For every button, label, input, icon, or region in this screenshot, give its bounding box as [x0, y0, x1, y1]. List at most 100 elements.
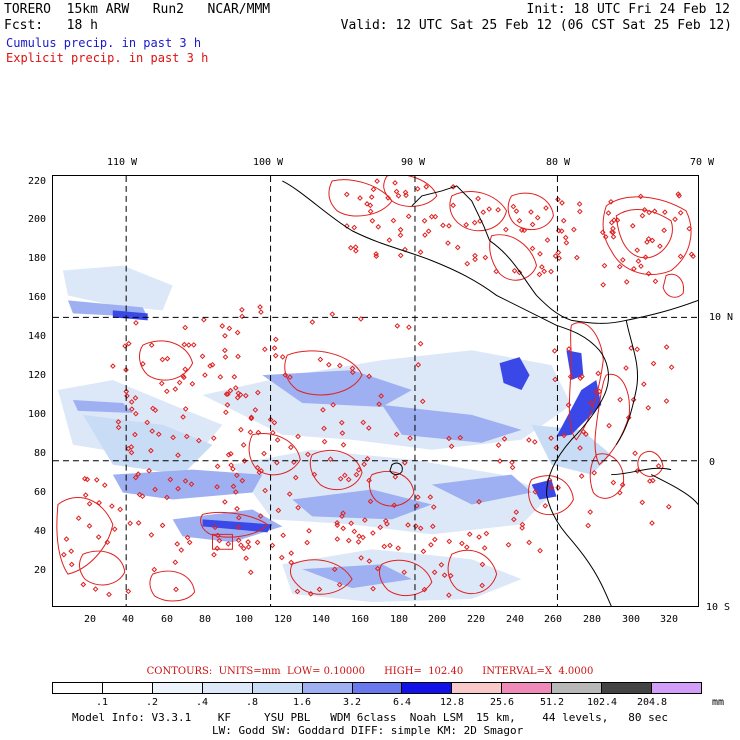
explicit-precip-dot [650, 360, 657, 367]
explicit-precip-dot [257, 304, 263, 310]
coastline-south-america [545, 389, 612, 606]
explicit-precip-dot [593, 388, 599, 395]
explicit-contour [212, 533, 233, 550]
explicit-precip-dot [252, 407, 259, 413]
explicit-precip-dot [125, 588, 132, 595]
explicit-precip-dots [61, 178, 696, 598]
cumulus-core [556, 380, 602, 437]
explicit-precip-dot [370, 585, 376, 592]
explicit-precip-dot [511, 267, 518, 274]
cumulus-streak [72, 399, 133, 413]
explicit-contour [449, 191, 508, 232]
explicit-precip-dot [334, 536, 341, 542]
explicit-precip-dot [311, 471, 318, 478]
explicit-precip-dot [158, 380, 165, 387]
explicit-precip-dot [241, 458, 248, 464]
coastline-central-america [282, 180, 609, 391]
explicit-precip-dot [353, 248, 359, 254]
explicit-precip-dot [645, 270, 652, 277]
explicit-precip-dot [519, 521, 526, 528]
explicit-precip-dot [479, 582, 485, 589]
cumulus-area [531, 424, 612, 475]
explicit-precip-dot [509, 464, 516, 471]
explicit-precip-dot [172, 559, 179, 566]
explicit-precip-dot [366, 425, 372, 431]
explicit-precip-dot [148, 342, 155, 348]
explicit-precip-dot [128, 449, 135, 456]
cumulus-streak [431, 474, 532, 505]
explicit-precip-dot [428, 541, 434, 548]
explicit-precip-dot [338, 419, 345, 426]
x-grid-label: 280 [582, 614, 602, 625]
explicit-precip-dot [676, 192, 682, 199]
x-grid-label: 20 [83, 614, 97, 625]
explicit-precip-dot [381, 543, 388, 550]
explicit-precip-dot [275, 507, 282, 514]
explicit-precip-dot [417, 340, 424, 347]
explicit-precip-dot [219, 323, 226, 329]
y-grid-label: 200 [27, 214, 46, 225]
explicit-precip-dot [571, 226, 577, 233]
explicit-precip-dot [278, 554, 285, 561]
explicit-precip-dot [495, 207, 501, 213]
explicit-precip-dot [619, 482, 626, 488]
explicit-precip-dot [417, 525, 424, 532]
explicit-precip-dot [446, 435, 452, 442]
explicit-precip-dot [222, 354, 229, 360]
explicit-precip-dot [595, 370, 602, 377]
explicit-precip-dot [367, 208, 374, 215]
explicit-precip-dot [188, 481, 195, 487]
explicit-precip-dot [677, 210, 684, 216]
explicit-precip-dot [181, 341, 188, 348]
explicit-precip-dot [518, 227, 525, 233]
explicit-precip-dot [123, 388, 130, 395]
x-grid-label: 300 [621, 614, 641, 625]
explicit-precip-dot [635, 258, 642, 264]
cumulus-core [112, 310, 148, 321]
explicit-precip-dot [565, 402, 572, 408]
explicit-precip-dot [375, 224, 382, 230]
coastline-amazon [650, 474, 698, 505]
explicit-precip-dot [614, 217, 621, 224]
explicit-precip-dot [84, 476, 91, 483]
explicit-precip-dot [287, 374, 293, 380]
explicit-precip-dot [132, 395, 139, 401]
explicit-precip-dot [321, 438, 328, 445]
explicit-precip-dot [306, 528, 312, 534]
explicit-precip-dot [431, 569, 438, 576]
explicit-precip-dot [173, 586, 179, 593]
explicit-precip-dot [415, 494, 421, 501]
explicit-precip-dot [234, 472, 240, 479]
explicit-precip-dot [201, 316, 207, 323]
explicit-precip-dot [86, 523, 93, 529]
lat-label-10n: 10 N [709, 312, 734, 323]
explicit-precip-dot [202, 372, 208, 378]
explicit-precip-dot [552, 376, 558, 383]
explicit-precip-dot [117, 506, 124, 513]
explicit-precip-dot [368, 194, 375, 200]
explicit-precip-dot [217, 374, 224, 380]
explicit-precip-dot [279, 354, 286, 360]
explicit-contour [200, 512, 269, 538]
x-grid-label: 140 [311, 614, 331, 625]
explicit-precip-dot [256, 469, 263, 476]
explicit-precip-dot [548, 268, 554, 275]
explicit-precip-dot [655, 463, 662, 469]
explicit-precip-dot [623, 279, 630, 285]
explicit-precip-dot [407, 435, 413, 441]
explicit-precip-dot [182, 478, 189, 484]
y-grid-label: 100 [27, 409, 46, 420]
explicit-precip-dot [419, 398, 426, 405]
explicit-precip-dot [353, 471, 360, 478]
explicit-precip-dot [96, 499, 102, 506]
explicit-precip-dot [405, 213, 412, 220]
explicit-precip-dot [189, 381, 196, 387]
explicit-contour [447, 549, 498, 594]
legend-explicit-precip: Explicit precip. in past 3 h [6, 51, 209, 65]
explicit-contour [78, 550, 126, 586]
explicit-contour [615, 209, 673, 259]
explicit-precip-dot [225, 541, 232, 547]
colorbar-swatch [502, 683, 553, 693]
coastline-peru [611, 467, 672, 476]
explicit-precip-dot [269, 542, 276, 549]
